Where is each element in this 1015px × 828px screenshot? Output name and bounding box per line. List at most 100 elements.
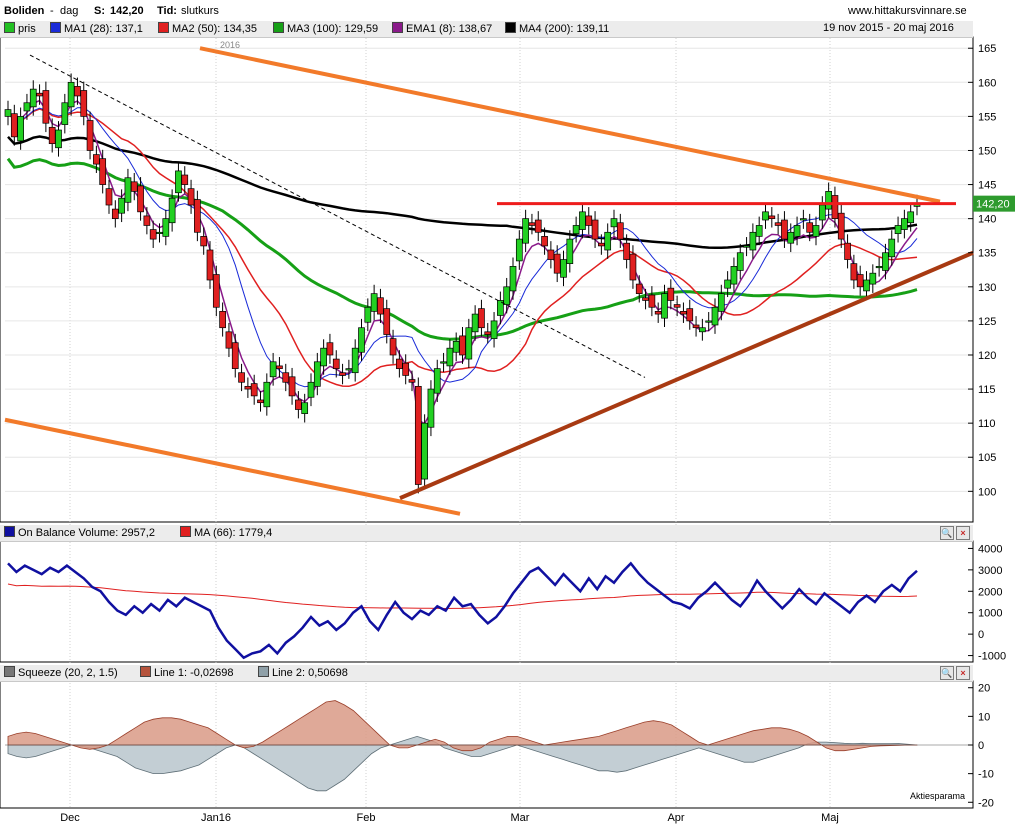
legend-ma4-label: MA4 (200): 139,11 — [519, 23, 610, 35]
candle-body — [654, 311, 662, 315]
candle-body — [705, 320, 713, 323]
candle-body — [749, 231, 757, 251]
candle-body — [118, 197, 125, 214]
x-tick-label: Feb — [357, 812, 376, 824]
candle-body — [768, 215, 776, 219]
y-tick-label: 135 — [978, 248, 996, 260]
candle-body — [667, 287, 675, 301]
candle-body — [762, 211, 769, 221]
candle-body — [875, 266, 883, 269]
sq-y-tick-label: -10 — [978, 769, 994, 781]
legend-ma3: MA3 (100): 129,59 — [273, 22, 378, 35]
candle-body — [250, 383, 258, 397]
candle-body — [326, 342, 334, 356]
candle-body — [717, 293, 725, 312]
main-header-bar: Boliden - dag S: 142,20 Tid: slutkurs ww… — [0, 4, 973, 20]
x-tick-label: Jan16 — [201, 812, 231, 824]
legend-line2-label: Line 2: 0,50698 — [272, 667, 348, 679]
y-tick-label: 150 — [978, 145, 996, 157]
y-tick-label: 160 — [978, 77, 996, 89]
candle-body — [673, 304, 681, 308]
candle-body — [850, 263, 858, 281]
pris-swatch — [4, 22, 15, 33]
candle-body — [36, 92, 43, 97]
obv-zoom-button[interactable]: 🔍 — [940, 526, 954, 540]
candle-body — [351, 347, 359, 374]
candle-body — [888, 238, 896, 258]
line1-swatch — [140, 666, 151, 677]
y-tick-label: 155 — [978, 111, 996, 123]
candle-body — [389, 338, 397, 356]
candle-body — [137, 185, 144, 213]
obv-y-tick-label: 2000 — [978, 586, 1002, 598]
candle-body — [231, 342, 239, 369]
legend-ema1: EMA1 (8): 138,67 — [392, 22, 492, 35]
squeeze-line2-area — [7, 735, 918, 792]
candle-body — [484, 331, 492, 335]
candle-body — [238, 372, 245, 383]
candle-body — [579, 211, 586, 230]
legend-line2: Line 2: 0,50698 — [258, 666, 348, 679]
candle-body — [313, 361, 321, 387]
upper-resistance-trendline — [199, 46, 941, 204]
legend-line1-label: Line 1: -0,02698 — [154, 667, 234, 679]
candle-body — [699, 327, 706, 333]
dashed-trendline — [29, 54, 646, 378]
candle-body — [781, 219, 788, 240]
candle-body — [200, 236, 208, 247]
candle-body — [433, 368, 441, 394]
squeeze-area-chart — [5, 700, 968, 792]
candle-body — [301, 402, 309, 414]
candle-body — [74, 86, 81, 97]
candle-body — [105, 188, 113, 206]
squeeze-zoom-button[interactable]: 🔍 — [940, 666, 954, 680]
candle-body — [844, 242, 851, 260]
candle-body — [23, 102, 31, 112]
legend-squeeze: Squeeze (20, 2, 1.5) — [4, 666, 118, 679]
candle-body — [440, 361, 447, 364]
candle-body — [162, 218, 170, 237]
legend-ma2: MA2 (50): 134,35 — [158, 22, 257, 35]
legend-ma2-label: MA2 (50): 134,35 — [172, 23, 257, 35]
support-trendline — [399, 250, 974, 500]
candle-body — [774, 222, 782, 226]
candle-body — [856, 274, 864, 288]
candle-body — [29, 88, 37, 108]
candle-body — [755, 225, 763, 237]
y-tick-label: 100 — [978, 486, 996, 498]
obv-y-tick-label: 4000 — [978, 543, 1002, 555]
candle-body — [623, 242, 630, 260]
obv-line-chart — [7, 561, 918, 660]
candle-body — [288, 376, 296, 397]
candle-body — [680, 311, 687, 315]
obv-swatch — [4, 526, 15, 537]
obv-close-button[interactable]: × — [956, 526, 970, 540]
candle-body — [67, 81, 75, 108]
candle-body — [149, 229, 157, 240]
candle-body — [187, 188, 195, 206]
source-label: Aktiesparama — [910, 791, 966, 801]
candle-body — [743, 245, 750, 248]
x-tick-label: Maj — [821, 812, 839, 824]
candle-body — [831, 195, 839, 219]
candle-body — [111, 208, 119, 219]
candle-body — [452, 341, 460, 353]
candle-body — [55, 129, 62, 149]
y-tick-label: 105 — [978, 452, 996, 464]
y-tick-label: 165 — [978, 43, 996, 55]
price-label: S: — [94, 5, 105, 17]
x-tick-label: Apr — [667, 812, 684, 824]
candle-body — [377, 297, 384, 315]
candle-body — [168, 197, 176, 224]
x-tick-label: Dec — [60, 812, 80, 824]
candle-body — [629, 253, 637, 281]
candle-body — [711, 306, 719, 326]
candle-body — [364, 306, 372, 323]
candle-body — [616, 222, 624, 240]
sq-y-tick-label: 10 — [978, 711, 990, 723]
site-link[interactable]: www.hittakursvinnare.se — [848, 5, 967, 17]
squeeze-close-button[interactable]: × — [956, 666, 970, 680]
candle-body — [332, 358, 340, 369]
x-tick-label: Mar — [511, 812, 530, 824]
candle-body — [175, 170, 182, 194]
